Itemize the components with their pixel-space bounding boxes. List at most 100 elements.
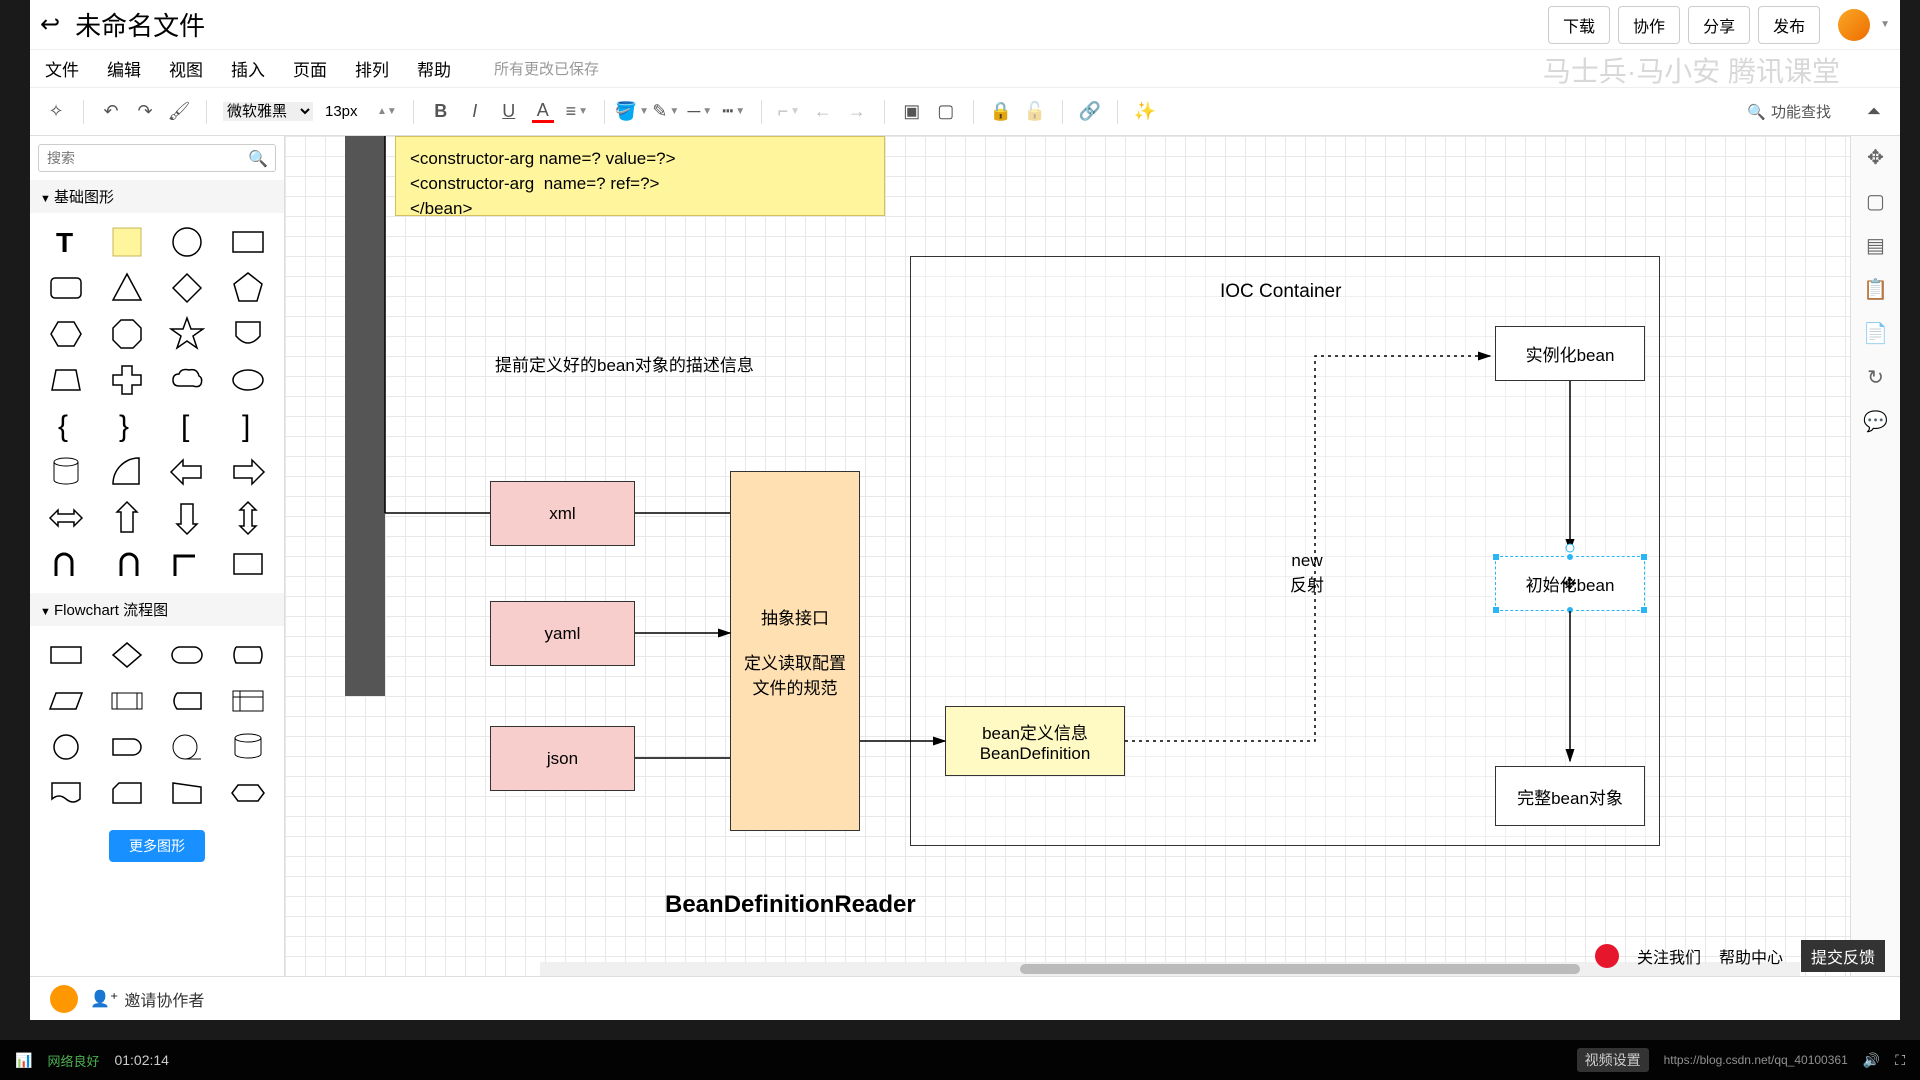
box-interface[interactable]: 抽象接口 定义读取配置文件的规范 xyxy=(730,471,860,831)
function-search[interactable]: 🔍 功能查找 xyxy=(1747,101,1831,122)
connector-icon[interactable]: ⌐▼ xyxy=(778,101,800,123)
play-icon[interactable]: 📊 xyxy=(15,1052,32,1069)
font-family-select[interactable]: 微软雅黑 xyxy=(223,102,313,121)
flow-internal[interactable] xyxy=(220,680,277,722)
undo-icon[interactable]: ↶ xyxy=(100,101,122,123)
format-painter-icon[interactable]: 🖌 xyxy=(168,101,190,123)
shape-arrow-d[interactable] xyxy=(159,497,216,539)
menu-help[interactable]: 帮助 xyxy=(417,56,451,81)
shape-triangle[interactable] xyxy=(99,267,156,309)
shape-brace-l[interactable]: { xyxy=(38,405,95,447)
share-button[interactable]: 分享 xyxy=(1688,6,1750,44)
flow-doc[interactable] xyxy=(38,772,95,814)
help-center-link[interactable]: 帮助中心 xyxy=(1719,944,1783,968)
flow-delay[interactable] xyxy=(99,726,156,768)
magic-icon[interactable]: ✨ xyxy=(1134,101,1156,123)
shape-pentagon[interactable] xyxy=(220,267,277,309)
link-icon[interactable]: 🔗 xyxy=(1079,101,1101,123)
shape-shield[interactable] xyxy=(220,313,277,355)
align-icon[interactable]: ≡▼ xyxy=(566,101,588,123)
box-beandefinition[interactable]: bean定义信息 BeanDefinition xyxy=(945,706,1125,776)
collab-button[interactable]: 协作 xyxy=(1618,6,1680,44)
line-dash-icon[interactable]: ┅▼ xyxy=(723,101,745,123)
flow-stored[interactable] xyxy=(159,680,216,722)
font-color-icon[interactable]: A xyxy=(532,101,554,123)
shape-brace-r[interactable]: } xyxy=(99,405,156,447)
shape-text[interactable]: T xyxy=(38,221,95,263)
flow-manual[interactable] xyxy=(159,772,216,814)
fullscreen-icon[interactable]: ⛶ xyxy=(1895,1052,1905,1069)
shape-arrow-r[interactable] xyxy=(220,451,277,493)
shape-note[interactable] xyxy=(99,221,156,263)
back-button[interactable]: ↩ xyxy=(40,10,60,39)
unlock-icon[interactable]: 🔓 xyxy=(1024,101,1046,123)
flow-data[interactable] xyxy=(38,680,95,722)
shape-arrow-ud[interactable] xyxy=(220,497,277,539)
page-icon[interactable]: 📄 xyxy=(1863,320,1889,346)
menu-view[interactable]: 视图 xyxy=(169,56,203,81)
shape-rect[interactable] xyxy=(220,221,277,263)
shape-cloud[interactable] xyxy=(159,359,216,401)
menu-arrange[interactable]: 排列 xyxy=(355,56,389,81)
flow-predef[interactable] xyxy=(99,680,156,722)
fill-color-icon[interactable]: 🪣▼ xyxy=(621,101,643,123)
user-avatar[interactable] xyxy=(1838,9,1870,41)
send-back-icon[interactable]: ▢ xyxy=(935,101,957,123)
collapse-panel-icon[interactable]: ⏶ xyxy=(1863,101,1885,123)
navigator-icon[interactable]: ✥ xyxy=(1863,144,1889,170)
menu-edit[interactable]: 编辑 xyxy=(107,56,141,81)
flow-display[interactable] xyxy=(220,634,277,676)
shape-arrow-lr[interactable] xyxy=(38,497,95,539)
shape-trap[interactable] xyxy=(38,359,95,401)
shape-octagon[interactable] xyxy=(99,313,156,355)
shape-star[interactable] xyxy=(159,313,216,355)
menu-file[interactable]: 文件 xyxy=(45,56,79,81)
flow-card[interactable] xyxy=(99,772,156,814)
shape-circle[interactable] xyxy=(159,221,216,263)
layers-icon[interactable]: ▤ xyxy=(1863,232,1889,258)
menu-insert[interactable]: 插入 xyxy=(231,56,265,81)
line-color-icon[interactable]: ✎▼ xyxy=(655,101,677,123)
shape-frame[interactable] xyxy=(220,543,277,585)
weibo-icon[interactable] xyxy=(1595,944,1619,968)
canvas[interactable]: <constructor-arg name=? value=?> <constr… xyxy=(285,136,1850,1020)
line-style-icon[interactable]: ─▼ xyxy=(689,101,711,123)
pointer-tool-icon[interactable]: ✧ xyxy=(45,101,67,123)
volume-icon[interactable]: 🔊 xyxy=(1863,1052,1880,1069)
flow-process[interactable] xyxy=(38,634,95,676)
shape-hexagon[interactable] xyxy=(38,313,95,355)
feedback-link[interactable]: 提交反馈 xyxy=(1801,940,1885,972)
shape-corner[interactable] xyxy=(159,543,216,585)
document-title[interactable]: 未命名文件 xyxy=(75,6,1548,43)
publish-button[interactable]: 发布 xyxy=(1758,6,1820,44)
bring-front-icon[interactable]: ▣ xyxy=(901,101,923,123)
shape-arrow-u[interactable] xyxy=(99,497,156,539)
shape-cylinder[interactable] xyxy=(38,451,95,493)
comment-icon[interactable]: 💬 xyxy=(1863,408,1889,434)
flow-db[interactable] xyxy=(220,726,277,768)
shape-bracket-l[interactable]: [ xyxy=(159,405,216,447)
lock-icon[interactable]: 🔒 xyxy=(990,101,1012,123)
flow-prep[interactable] xyxy=(220,772,277,814)
video-settings[interactable]: 视频设置 xyxy=(1577,1048,1649,1072)
shape-roundrect[interactable] xyxy=(38,267,95,309)
shape-uturn-l[interactable] xyxy=(38,543,95,585)
shape-plus[interactable] xyxy=(99,359,156,401)
arrow-end-icon[interactable]: → xyxy=(846,101,868,123)
invite-collaborator[interactable]: 邀请协作者 xyxy=(124,987,204,1011)
history-icon[interactable]: ↻ xyxy=(1863,364,1889,390)
shape-diamond[interactable] xyxy=(159,267,216,309)
font-size-input[interactable] xyxy=(325,103,365,120)
menu-page[interactable]: 页面 xyxy=(293,56,327,81)
clipboard-icon[interactable]: 📋 xyxy=(1863,276,1889,302)
user-menu-caret[interactable]: ▼ xyxy=(1880,19,1890,30)
download-button[interactable]: 下载 xyxy=(1548,6,1610,44)
note-bean-xml[interactable]: <constructor-arg name=? value=?> <constr… xyxy=(395,136,885,216)
box-yaml[interactable]: yaml xyxy=(490,601,635,666)
owner-avatar[interactable] xyxy=(50,985,78,1013)
bold-icon[interactable]: B xyxy=(430,101,452,123)
box-instantiate[interactable]: 实例化bean xyxy=(1495,326,1645,381)
flow-connector[interactable] xyxy=(38,726,95,768)
shape-ellipse[interactable] xyxy=(220,359,277,401)
flow-decision[interactable] xyxy=(99,634,156,676)
